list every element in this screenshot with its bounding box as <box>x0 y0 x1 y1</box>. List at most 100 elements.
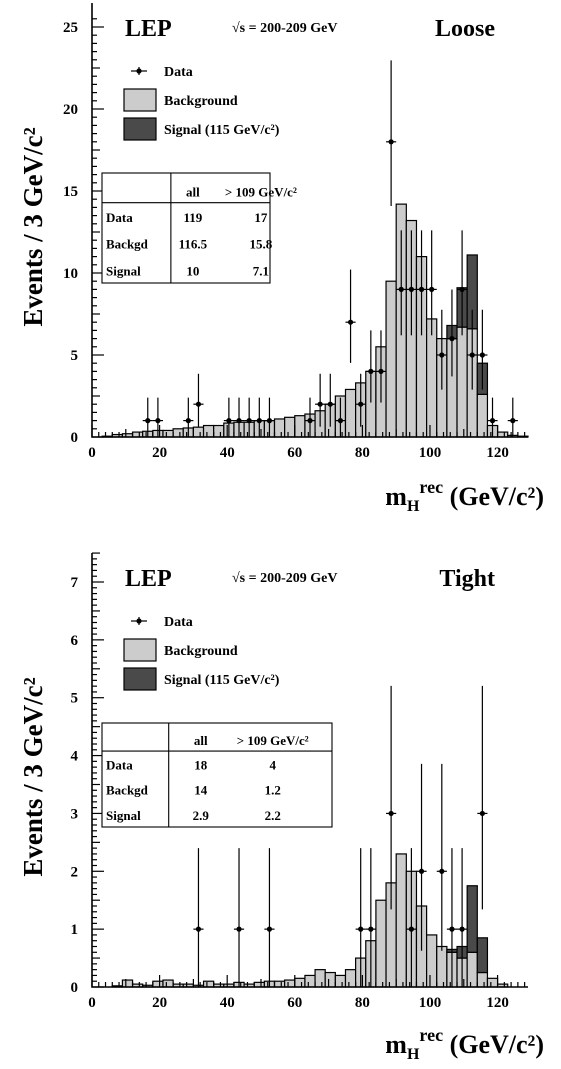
x-axis-label-unit: (GeV/c²) <box>443 482 544 511</box>
data-point <box>145 418 151 424</box>
background-bar <box>304 974 316 988</box>
background-bar <box>344 969 357 988</box>
y-tick-label: 0 <box>71 980 79 996</box>
table-row-label: Signal <box>106 264 141 279</box>
background-bar <box>344 388 357 438</box>
selection-label: Tight <box>439 566 495 592</box>
table-header-all: all <box>186 185 200 200</box>
background-bar <box>294 415 306 438</box>
table-cell-cut: 17 <box>254 210 268 225</box>
data-point <box>489 418 496 424</box>
x-tick-label: 40 <box>220 445 235 461</box>
x-axis-label-sub: H <box>407 498 420 515</box>
x-tick-label: 80 <box>355 445 370 461</box>
background-bar <box>172 428 184 438</box>
background-bar <box>284 416 296 438</box>
legend-signal-label: Signal (115 GeV/c²) <box>164 673 280 688</box>
legend-data-label: Data <box>164 615 193 630</box>
background-bar <box>456 326 468 438</box>
table-cell-cut: 2.2 <box>265 808 281 823</box>
data-point <box>368 368 374 374</box>
x-tick-label: 20 <box>152 995 167 1011</box>
table-cell-all: 2.9 <box>193 808 210 823</box>
summary-table-frame <box>101 722 333 828</box>
legend-background-label: Background <box>164 644 238 659</box>
x-tick-label: 60 <box>287 995 302 1011</box>
background-bar <box>213 424 225 438</box>
y-axis-label: Events / 3 GeV/c² <box>18 677 48 876</box>
background-bar <box>192 426 205 438</box>
table-cell-all: 14 <box>194 783 208 798</box>
data-point <box>368 926 374 932</box>
legend-data-label: Data <box>164 65 193 80</box>
y-axis-label: Events / 3 GeV/c² <box>18 127 48 326</box>
data-point <box>408 926 414 932</box>
panel-loose: 0 20 40 60 80 100 120 0 5 10 15 20 25 Events / 3 GeV/… <box>18 3 544 515</box>
background-bar <box>202 424 215 438</box>
x-tick-label: 0 <box>88 445 96 461</box>
x-tick-label: 120 <box>486 445 509 461</box>
summary-table-frame <box>101 172 271 284</box>
background-bar <box>476 393 489 438</box>
table-cell-cut: 15.8 <box>250 237 273 252</box>
y-tick-label: 1 <box>71 922 79 938</box>
table-row-label: Data <box>106 210 133 225</box>
data-point <box>266 418 273 424</box>
background-bar <box>426 318 438 438</box>
background-bar <box>121 979 134 988</box>
y-tick-label: 0 <box>71 430 79 446</box>
x-tick-label: 100 <box>419 995 442 1011</box>
background-bar <box>284 979 296 988</box>
x-tick-label: 120 <box>486 995 509 1011</box>
data-point <box>226 418 232 424</box>
background-bar <box>395 853 407 988</box>
table-header-cut: > 109 GeV/c² <box>237 733 309 748</box>
experiment-label: LEP <box>125 566 172 592</box>
x-axis-label-unit: (GeV/c²) <box>443 1030 544 1059</box>
data-point <box>388 810 394 817</box>
table-cell-all: 119 <box>183 210 202 225</box>
data-point <box>358 926 364 932</box>
y-tick-label: 3 <box>71 806 79 822</box>
energy-label: √s = 200-209 GeV <box>232 571 338 586</box>
data-point <box>378 368 384 374</box>
data-point <box>439 352 445 358</box>
background-bar <box>162 979 174 988</box>
x-axis-label-main: m <box>385 482 407 511</box>
background-bar <box>162 429 174 438</box>
legend-data-marker <box>136 68 142 74</box>
data-point <box>307 418 313 424</box>
background-bar <box>476 971 489 988</box>
background-bar <box>334 974 347 988</box>
y-tick-label: 15 <box>63 184 78 200</box>
legend-background-label: Background <box>164 94 238 109</box>
table-row-label: Backgd <box>106 237 149 252</box>
table-row-label: Data <box>106 757 133 772</box>
x-axis-label: mHrec (GeV/c²) <box>385 477 544 515</box>
data-point <box>449 926 455 932</box>
y-tick-label: 6 <box>71 633 79 649</box>
x-axis-label-sup: rec <box>419 1025 443 1045</box>
x-tick-label: 80 <box>355 995 370 1011</box>
background-bar <box>273 980 286 988</box>
legend-signal-swatch <box>123 117 157 141</box>
signal-bar <box>476 937 489 974</box>
y-tick-label: 5 <box>71 691 79 707</box>
background-bar <box>375 899 387 988</box>
legend-data-marker <box>136 618 142 624</box>
data-point <box>347 319 354 325</box>
table-cell-all: 10 <box>186 264 199 279</box>
data-point <box>327 401 333 407</box>
table-row-label: Signal <box>106 808 141 823</box>
data-point <box>510 418 516 424</box>
table-cell-all: 18 <box>194 757 208 772</box>
legend-background-swatch <box>123 88 157 112</box>
table-cell-cut: 4 <box>269 757 276 772</box>
background-bar <box>294 977 306 988</box>
x-axis-label-sub: H <box>407 1046 420 1063</box>
x-axis-label-sup: rec <box>419 477 443 497</box>
data-point <box>155 418 161 424</box>
x-tick-label: 0 <box>88 995 96 1011</box>
